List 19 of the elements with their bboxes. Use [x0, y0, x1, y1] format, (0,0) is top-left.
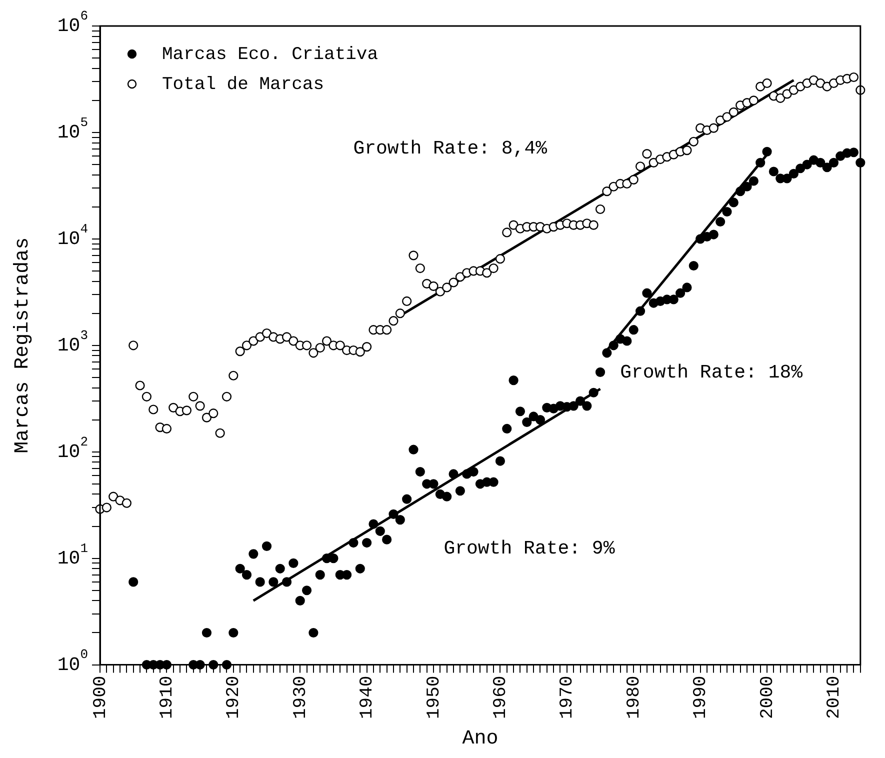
x-tick-label: 1900: [90, 676, 111, 720]
x-tick-label: 1960: [490, 676, 511, 720]
x-tick-label: 1980: [624, 676, 644, 720]
x-tick-label: 1990: [691, 676, 712, 720]
x-tick-label: 2010: [824, 676, 844, 720]
x-axis-title: Ano: [462, 727, 498, 750]
y-axis-title: Marcas Registradas: [11, 237, 34, 454]
x-tick-label: 1930: [290, 676, 311, 720]
x-tick-label: 1920: [224, 676, 244, 720]
legend-label: Total de Marcas: [162, 74, 324, 95]
x-tick-label: 2000: [758, 676, 778, 720]
x-tick-label: 1940: [358, 676, 378, 720]
annotation: Growth Rate: 8,4%: [353, 138, 548, 160]
x-tick-label: 1970: [558, 676, 578, 720]
x-tick-label: 1910: [157, 676, 178, 720]
annotation: Growth Rate: 9%: [444, 538, 616, 560]
legend-label: Marcas Eco. Criativa: [162, 44, 378, 65]
x-tick-label: 1950: [424, 676, 444, 720]
annotation: Growth Rate: 18%: [620, 361, 804, 384]
